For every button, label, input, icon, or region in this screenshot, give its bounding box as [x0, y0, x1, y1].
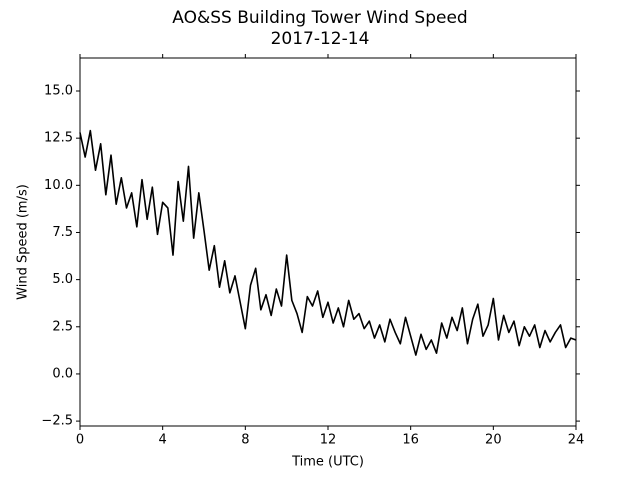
y-tick-label: 2.5: [52, 319, 73, 334]
x-axis-label: Time (UTC): [291, 455, 364, 470]
y-tick-label: 7.5: [52, 225, 73, 240]
chart-title: AO&SS Building Tower Wind Speed: [172, 8, 467, 28]
x-tick-label: 16: [402, 433, 419, 448]
x-tick-label: 8: [241, 433, 249, 448]
x-tick-label: 0: [76, 433, 84, 448]
y-axis-label: Wind Speed (m/s): [16, 184, 31, 300]
x-tick-label: 20: [485, 433, 502, 448]
x-tick-label: 24: [568, 433, 585, 448]
y-tick-label: 0.0: [52, 366, 73, 381]
y-tick-label: 15.0: [44, 84, 73, 99]
y-tick-label: −2.5: [41, 414, 73, 429]
y-tick-label: 12.5: [44, 131, 73, 146]
y-tick-label: 5.0: [52, 272, 73, 287]
x-tick-label: 4: [159, 433, 167, 448]
chart-subtitle: 2017-12-14: [271, 29, 370, 49]
data-line: [79, 129, 577, 356]
y-tick-label: 10.0: [44, 178, 73, 193]
x-tick-label: 12: [320, 433, 337, 448]
plot-frame: [79, 57, 577, 427]
